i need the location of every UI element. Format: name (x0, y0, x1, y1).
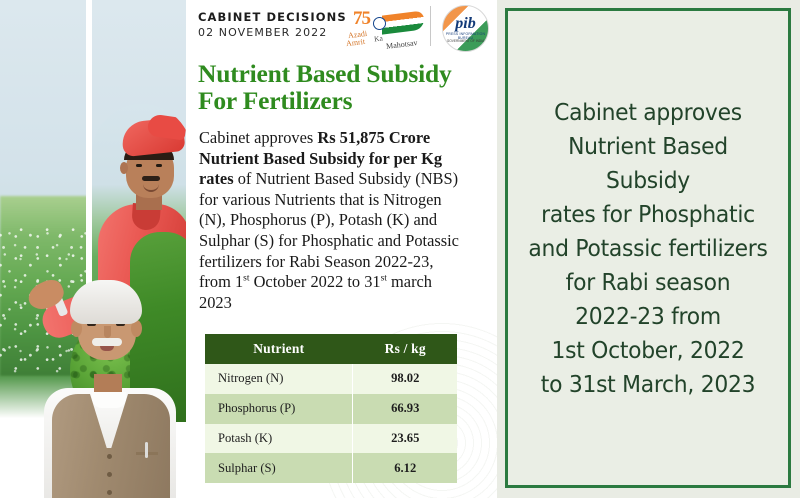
logo-group: 75 Azadi Amrit Ka Mahotsav pib PRESS INF… (346, 2, 491, 52)
pm-moustache (92, 338, 122, 346)
paragraph-rest-3: march 2023 (199, 272, 433, 312)
callout-frame: Cabinet approves Nutrient Based Subsidy … (505, 8, 791, 488)
pib-subline-2: GOVERNMENT OF INDIA (446, 39, 485, 43)
pm-ear-right (131, 320, 142, 337)
table-row: Nitrogen (N) 98.02 (205, 364, 457, 394)
table-row: Potash (K) 23.65 (205, 423, 457, 454)
infographic-content: CABINET DECISIONS 02 NOVEMBER 2022 75 Az… (186, 0, 497, 498)
pm-hair (70, 280, 142, 324)
callout-line: rates for Phosphatic (541, 200, 755, 228)
farmer-ear (120, 162, 128, 174)
photo-collage (0, 0, 186, 498)
table-head: Nutrient Rs / kg (205, 334, 457, 364)
pm-jacket-button (107, 454, 112, 459)
farmer-smile (143, 183, 159, 192)
cabinet-decisions-kicker: CABINET DECISIONS (198, 10, 347, 24)
pm-collar (92, 392, 126, 408)
cell-rate: 23.65 (352, 423, 457, 454)
azadi-ka-amrit-mahotsav-logo: 75 Azadi Amrit Ka Mahotsav (345, 6, 424, 51)
pm-mouth (100, 346, 114, 351)
pm-nose (104, 326, 111, 338)
pm-jacket-button (107, 472, 112, 477)
callout-line: Cabinet approves (554, 98, 742, 126)
callout-panel: Cabinet approves Nutrient Based Subsidy … (497, 0, 800, 498)
pm-pocket-pen (145, 442, 148, 458)
callout-line: to 31st March, 2023 (540, 370, 756, 398)
pm-eye-right (116, 322, 125, 326)
cell-nutrient: Nitrogen (N) (205, 364, 353, 394)
callout-line: and Potassic fertilizers (528, 234, 768, 262)
indian-flag-icon (382, 10, 424, 35)
farmer-eye-left (136, 164, 142, 167)
table-header-row: Nutrient Rs / kg (205, 334, 457, 364)
table-row: Sulphar (S) 6.12 (205, 453, 457, 484)
column-header-rate: Rs / kg (352, 334, 457, 364)
farmer-neck (136, 194, 162, 210)
decision-date: 02 NOVEMBER 2022 (198, 26, 328, 39)
table-body: Nitrogen (N) 98.02 Phosphorus (P) 66.93 … (205, 364, 457, 484)
farmer-eye-right (156, 164, 162, 167)
infographic-card: CABINET DECISIONS 02 NOVEMBER 2022 75 Az… (0, 0, 497, 498)
page-title: Nutrient Based Subsidy For Fertilizers (198, 59, 452, 115)
amrit-line-2: Amrit (345, 36, 366, 49)
ashoka-chakra-icon (373, 17, 386, 30)
summary-paragraph: Cabinet approves Rs 51,875 Crore Nutrien… (199, 128, 465, 313)
nutrient-rate-table: Nutrient Rs / kg Nitrogen (N) 98.02 Phos… (205, 334, 457, 484)
ordinal-suffix-1: st (243, 273, 250, 284)
amrit-line-4: Mahotsav (385, 38, 418, 51)
pm-neck (94, 374, 122, 396)
callout-line: for Rabi season (565, 268, 731, 296)
pm-jacket-button (107, 490, 112, 495)
infographic-header: CABINET DECISIONS 02 NOVEMBER 2022 (198, 10, 488, 56)
cell-nutrient: Potash (K) (205, 423, 353, 454)
cell-rate: 98.02 (352, 364, 457, 394)
farmer-moustache (142, 176, 160, 181)
callout-line: 2022-23 from (575, 302, 721, 330)
cell-nutrient: Sulphar (S) (205, 453, 353, 484)
paragraph-lead: Cabinet approves (199, 128, 318, 147)
photo-gutter (86, 0, 92, 300)
callout-line: 1st October, 2022 (551, 336, 745, 364)
prime-minister-portrait-photo (12, 276, 186, 498)
pib-subline: PRESS INFORMATION BUREAU (445, 32, 486, 40)
cell-rate: 66.93 (352, 393, 457, 424)
pib-wordmark: pib (455, 15, 476, 32)
pm-eye-left (87, 322, 96, 326)
amrit-75-number: 75 (353, 8, 371, 29)
logo-divider (430, 6, 431, 46)
callout-text: Cabinet approves Nutrient Based Subsidy … (518, 95, 778, 401)
cell-nutrient: Phosphorus (P) (205, 393, 353, 424)
paragraph-rest-2: October 2022 to 31 (249, 272, 381, 292)
pib-logo-icon: pib PRESS INFORMATION BUREAU GOVERNMENT … (442, 5, 489, 52)
paragraph-highlight: Rs 51,875 Crore Nutrient Based Subsidy f… (199, 128, 443, 189)
ordinal-suffix-2: st (380, 273, 387, 284)
paragraph-rest-1: of Nutrient Based Subsidy (NBS) for vari… (199, 169, 459, 292)
pm-ear-left (71, 320, 82, 337)
amrit-line-3: Ka (373, 33, 384, 44)
table-row: Phosphorus (P) 66.93 (205, 393, 457, 424)
cell-rate: 6.12 (352, 453, 457, 484)
callout-line: Nutrient Based Subsidy (568, 132, 728, 194)
column-header-nutrient: Nutrient (205, 334, 353, 364)
